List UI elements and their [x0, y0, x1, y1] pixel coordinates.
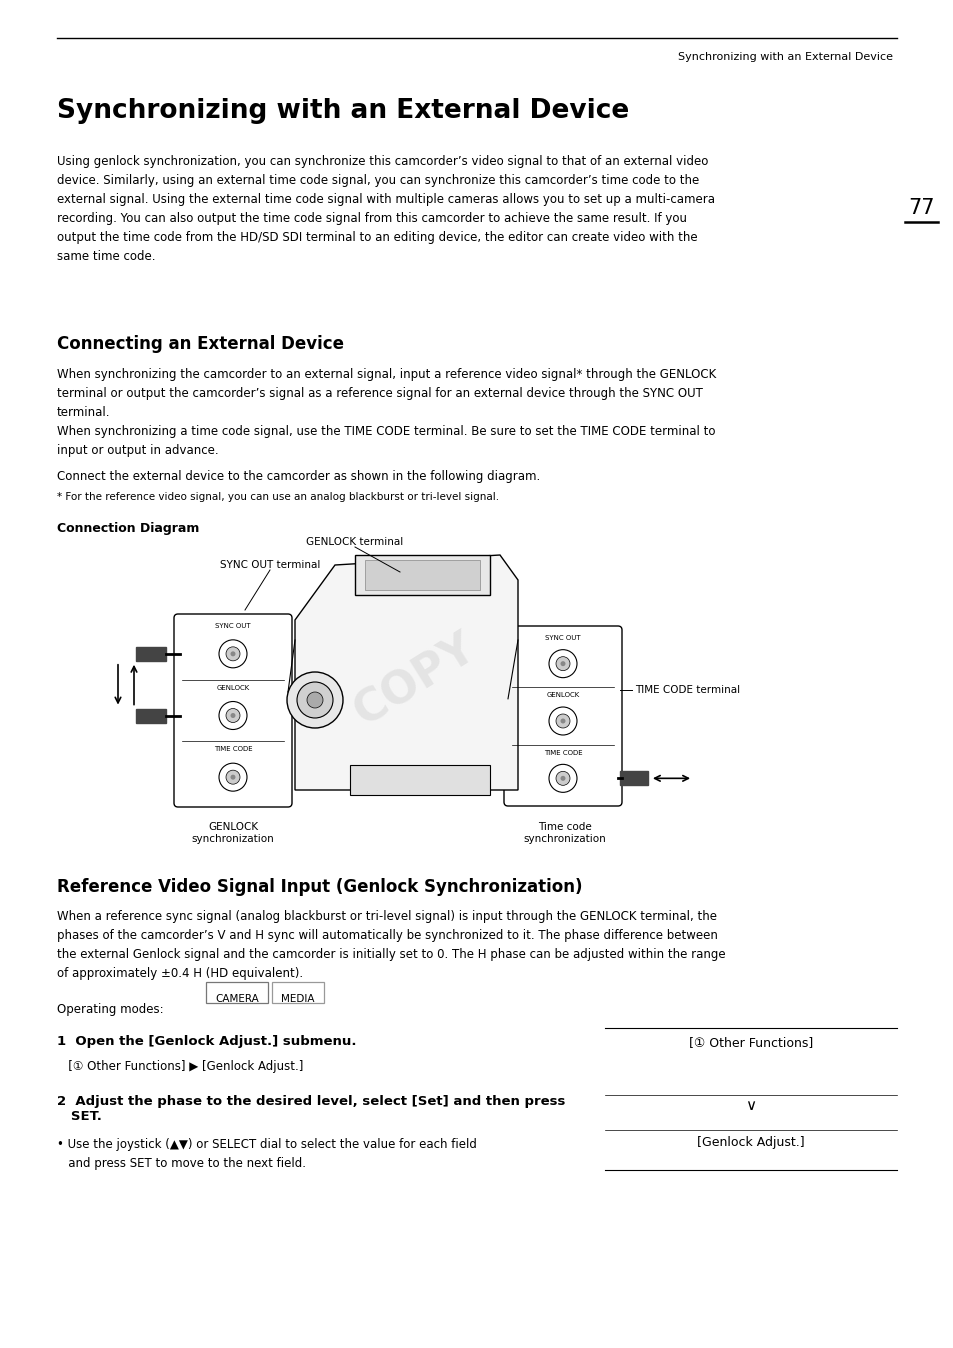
Circle shape — [231, 775, 235, 779]
Polygon shape — [294, 555, 517, 790]
Text: • Use the joystick (▲▼) or SELECT dial to select the value for each field
   and: • Use the joystick (▲▼) or SELECT dial t… — [57, 1138, 476, 1170]
Circle shape — [548, 706, 577, 735]
Circle shape — [548, 650, 577, 678]
Text: Connecting an External Device: Connecting an External Device — [57, 336, 344, 353]
Text: When synchronizing the camcorder to an external signal, input a reference video : When synchronizing the camcorder to an e… — [57, 368, 716, 457]
Circle shape — [219, 701, 247, 729]
Circle shape — [226, 770, 240, 785]
Text: GENLOCK: GENLOCK — [546, 693, 579, 698]
Circle shape — [560, 661, 565, 666]
Text: Reference Video Signal Input (Genlock Synchronization): Reference Video Signal Input (Genlock Sy… — [57, 878, 582, 896]
Text: * For the reference video signal, you can use an analog blackburst or tri-level : * For the reference video signal, you ca… — [57, 492, 498, 501]
Text: [① Other Functions]: [① Other Functions] — [688, 1037, 812, 1049]
Circle shape — [548, 764, 577, 793]
Text: Using genlock synchronization, you can synchronize this camcorder’s video signal: Using genlock synchronization, you can s… — [57, 155, 714, 263]
Circle shape — [231, 713, 235, 718]
Text: [Genlock Adjust.]: [Genlock Adjust.] — [697, 1136, 804, 1148]
Text: Operating modes:: Operating modes: — [57, 1003, 164, 1016]
Text: Connect the external device to the camcorder as shown in the following diagram.: Connect the external device to the camco… — [57, 470, 539, 483]
Text: GENLOCK
synchronization: GENLOCK synchronization — [192, 822, 274, 844]
Text: SYNC OUT terminal: SYNC OUT terminal — [219, 559, 320, 570]
Text: Synchronizing with an External Device: Synchronizing with an External Device — [678, 53, 892, 62]
Circle shape — [560, 718, 565, 724]
Text: TIME CODE: TIME CODE — [543, 749, 581, 756]
Text: SYNC OUT: SYNC OUT — [215, 623, 251, 630]
FancyBboxPatch shape — [206, 981, 268, 1003]
Text: COPY: COPY — [346, 625, 483, 735]
FancyBboxPatch shape — [503, 625, 621, 806]
Bar — [136, 647, 166, 661]
Polygon shape — [355, 555, 490, 594]
Circle shape — [307, 692, 323, 708]
FancyBboxPatch shape — [272, 981, 324, 1003]
Text: 2  Adjust the phase to the desired level, select [Set] and then press
   SET.: 2 Adjust the phase to the desired level,… — [57, 1095, 565, 1123]
Text: SYNC OUT: SYNC OUT — [544, 635, 580, 642]
Text: Connection Diagram: Connection Diagram — [57, 522, 199, 535]
Text: When a reference sync signal (analog blackburst or tri-level signal) is input th: When a reference sync signal (analog bla… — [57, 910, 725, 980]
Bar — [365, 559, 479, 590]
Circle shape — [556, 656, 569, 671]
Text: GENLOCK: GENLOCK — [216, 685, 250, 690]
Circle shape — [231, 651, 235, 656]
FancyBboxPatch shape — [173, 613, 292, 807]
Text: TIME CODE: TIME CODE — [213, 747, 252, 752]
Circle shape — [296, 682, 333, 718]
Text: Synchronizing with an External Device: Synchronizing with an External Device — [57, 98, 629, 124]
Bar — [619, 771, 647, 786]
Text: [① Other Functions] ▶ [Genlock Adjust.]: [① Other Functions] ▶ [Genlock Adjust.] — [57, 1060, 303, 1073]
Circle shape — [287, 673, 343, 728]
Text: 77: 77 — [907, 198, 934, 218]
Circle shape — [226, 709, 240, 723]
Circle shape — [219, 763, 247, 791]
Text: ∨: ∨ — [744, 1099, 756, 1113]
Circle shape — [226, 647, 240, 661]
Text: CAMERA: CAMERA — [214, 993, 258, 1004]
Text: Time code
synchronization: Time code synchronization — [523, 822, 606, 844]
Circle shape — [556, 714, 569, 728]
Circle shape — [560, 776, 565, 780]
Bar — [350, 766, 490, 795]
Text: 1  Open the [Genlock Adjust.] submenu.: 1 Open the [Genlock Adjust.] submenu. — [57, 1035, 356, 1047]
Text: GENLOCK terminal: GENLOCK terminal — [306, 537, 403, 547]
Circle shape — [556, 771, 569, 786]
Circle shape — [219, 640, 247, 667]
Text: TIME CODE terminal: TIME CODE terminal — [635, 685, 740, 696]
Text: MEDIA: MEDIA — [281, 993, 314, 1004]
Bar — [136, 709, 166, 723]
